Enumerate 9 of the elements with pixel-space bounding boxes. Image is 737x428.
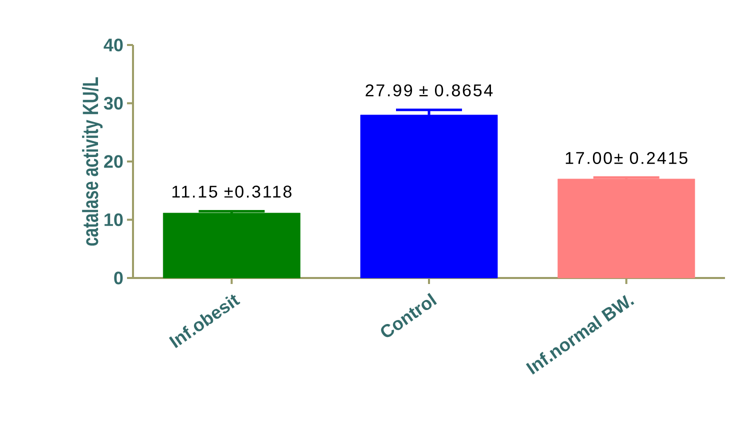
data-label: 17.00± 0.2415 (566, 152, 688, 164)
data-label: 27.99 ± 0.8654 (366, 84, 493, 96)
y-axis-title: catalase activity KU/L (82, 77, 103, 246)
y-tick-label: 10 (104, 213, 123, 226)
data-label: 11.15 ±0.3118 (172, 186, 292, 198)
y-tick-label: 0 (114, 272, 123, 284)
y-tick-label: 20 (104, 155, 123, 168)
y-tick-label: 40 (104, 38, 123, 52)
y-tick-label: 30 (104, 96, 123, 110)
